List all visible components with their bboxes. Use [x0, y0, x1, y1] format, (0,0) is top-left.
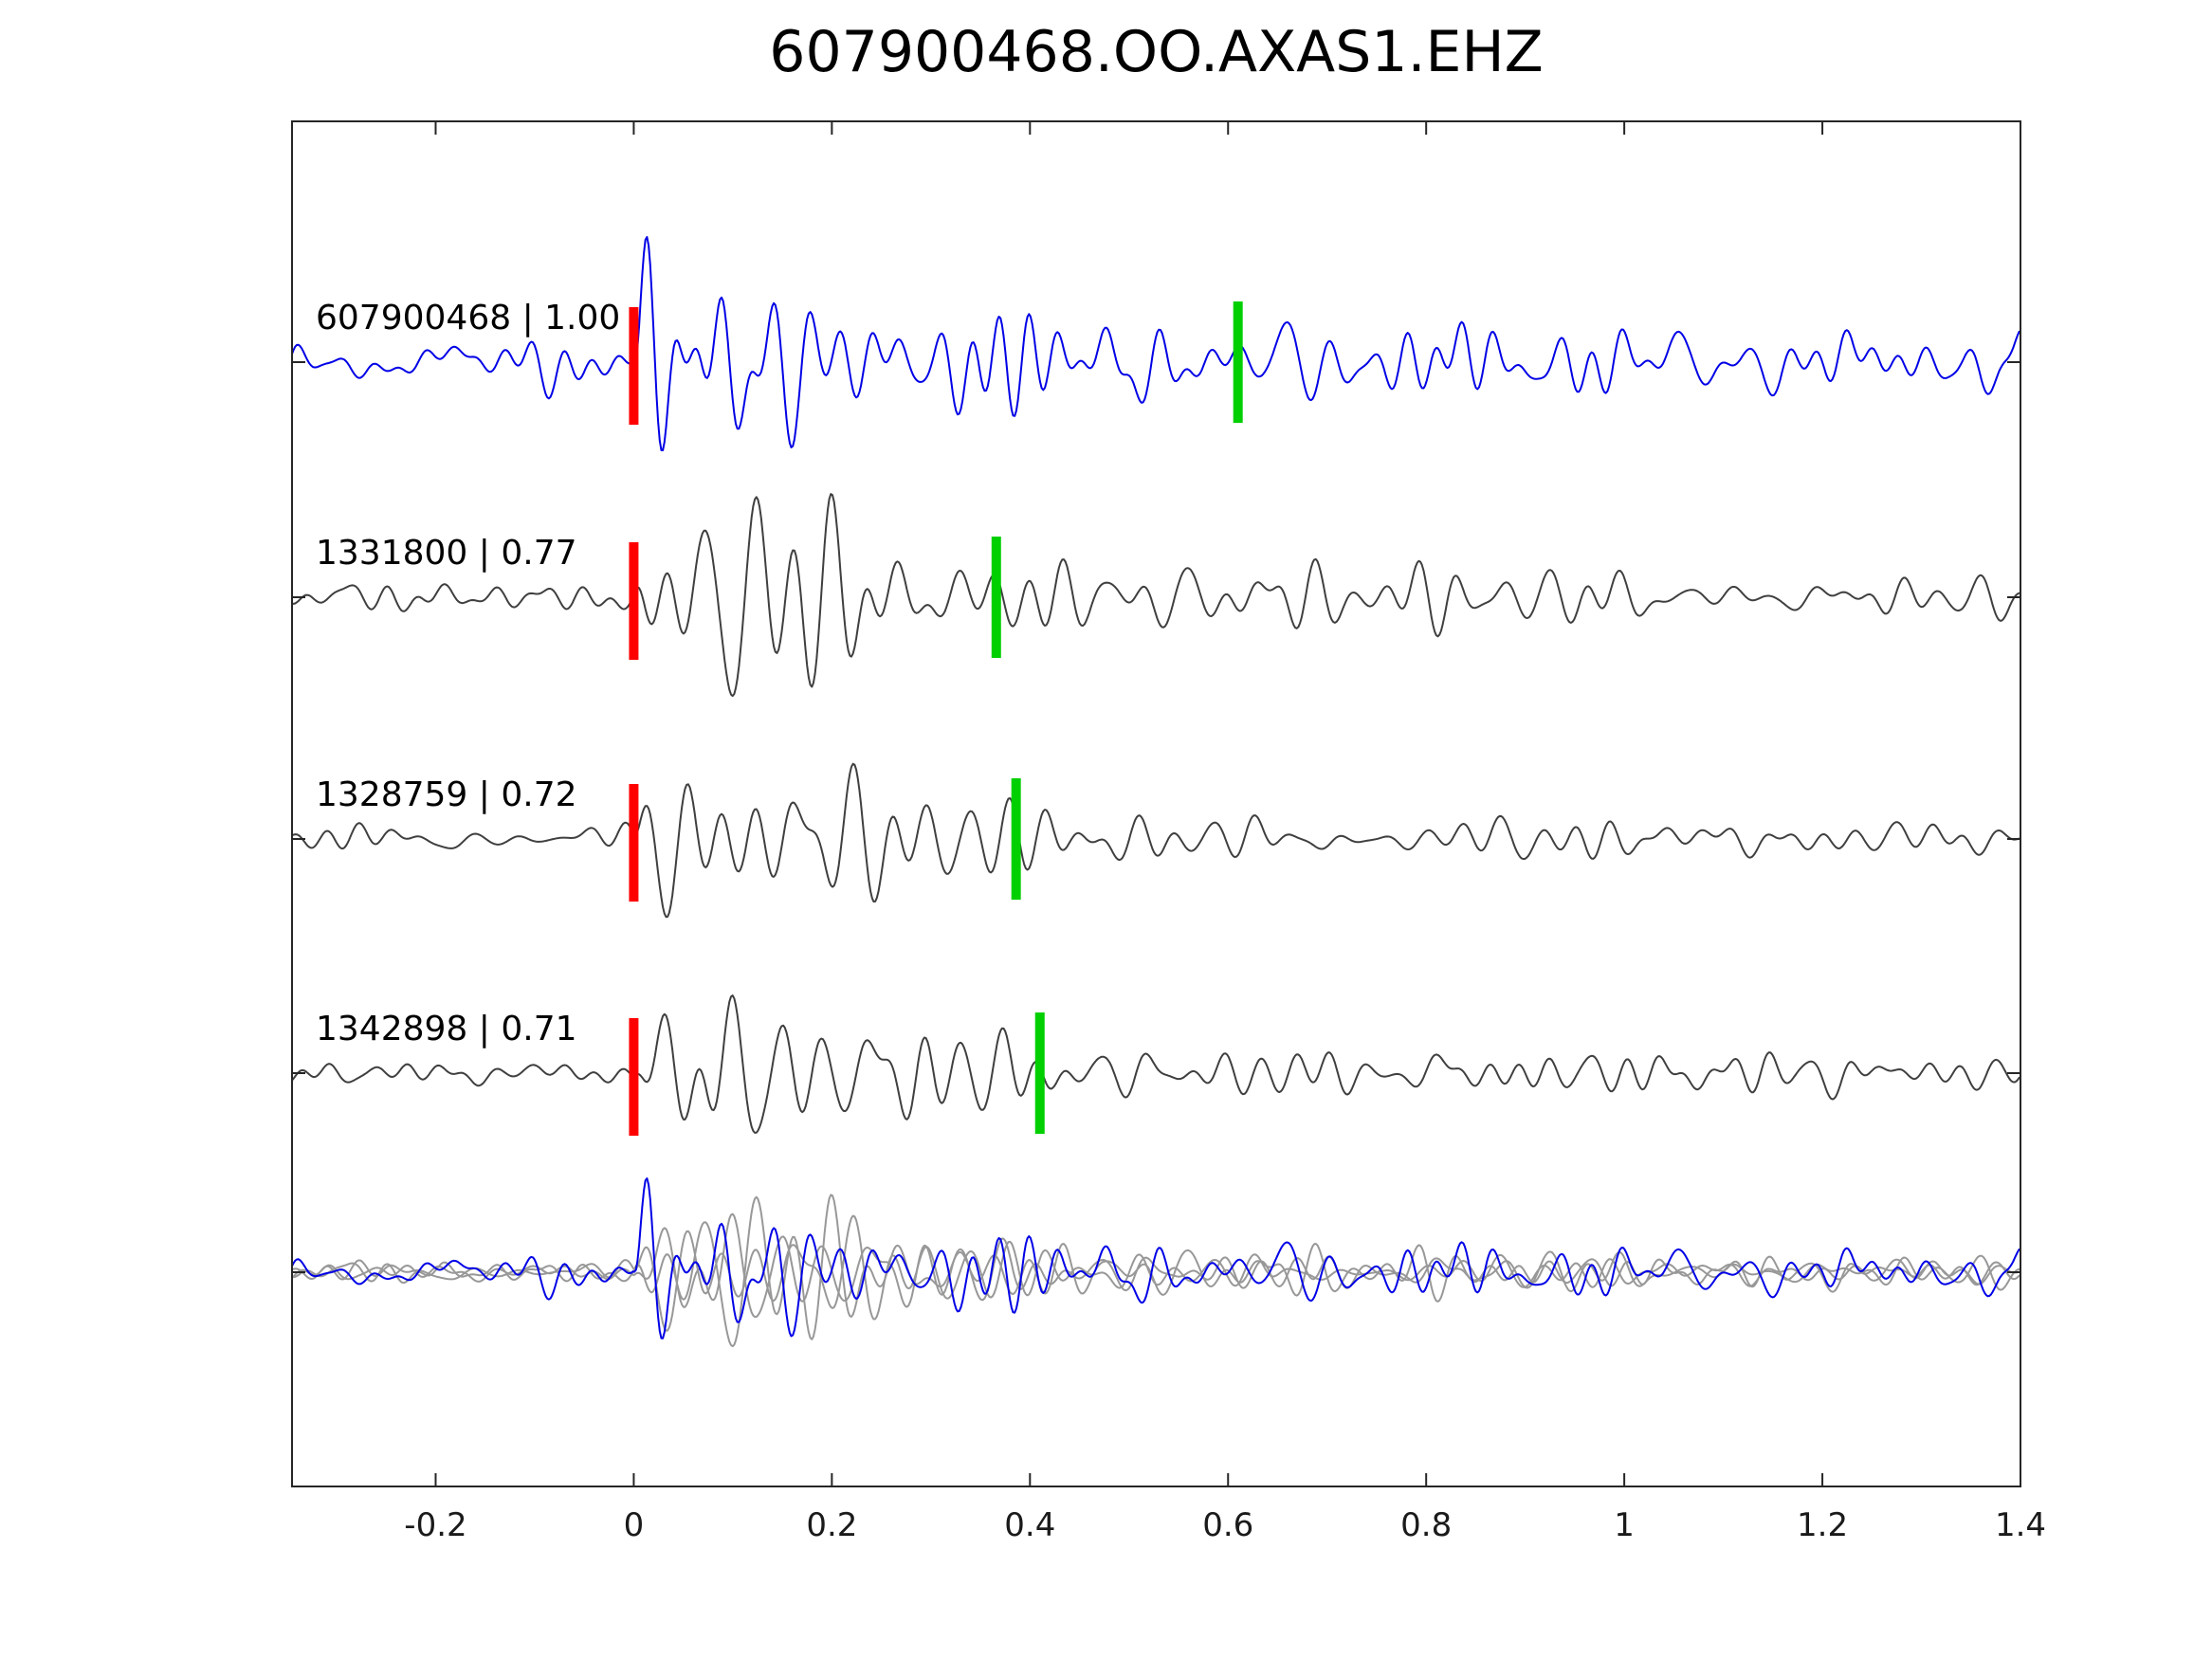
waveform-layer	[292, 236, 2020, 1348]
waveform-trace	[292, 762, 2020, 919]
waveform-trace	[292, 493, 2020, 698]
x-tick-label: 0.6	[1202, 1506, 1253, 1544]
plot-border	[291, 120, 2021, 1487]
waveform-trace	[292, 994, 2020, 1134]
x-tick-label: -0.2	[404, 1506, 466, 1544]
trace-label: 1331800 | 0.77	[316, 534, 577, 573]
x-tick-label: 0	[624, 1506, 645, 1544]
waveform-trace	[292, 236, 2020, 451]
trace-label: 1342898 | 0.71	[316, 1010, 577, 1048]
trace-label: 1328759 | 0.72	[316, 775, 577, 814]
waveform-trace	[292, 1177, 2020, 1340]
trace-label: 607900468 | 1.00	[316, 299, 620, 337]
figure-title: 607900468.OO.AXAS1.EHZ	[769, 19, 1544, 85]
x-tick-label: 0.8	[1400, 1506, 1452, 1544]
waveform-trace	[292, 1212, 2020, 1319]
x-tick-label: 1.4	[1995, 1506, 2046, 1544]
x-tick-label: 1.2	[1797, 1506, 1848, 1544]
x-tick-label: 1	[1614, 1506, 1635, 1544]
x-tick-label: 0.4	[1004, 1506, 1055, 1544]
x-tick-label: 0.2	[806, 1506, 857, 1544]
